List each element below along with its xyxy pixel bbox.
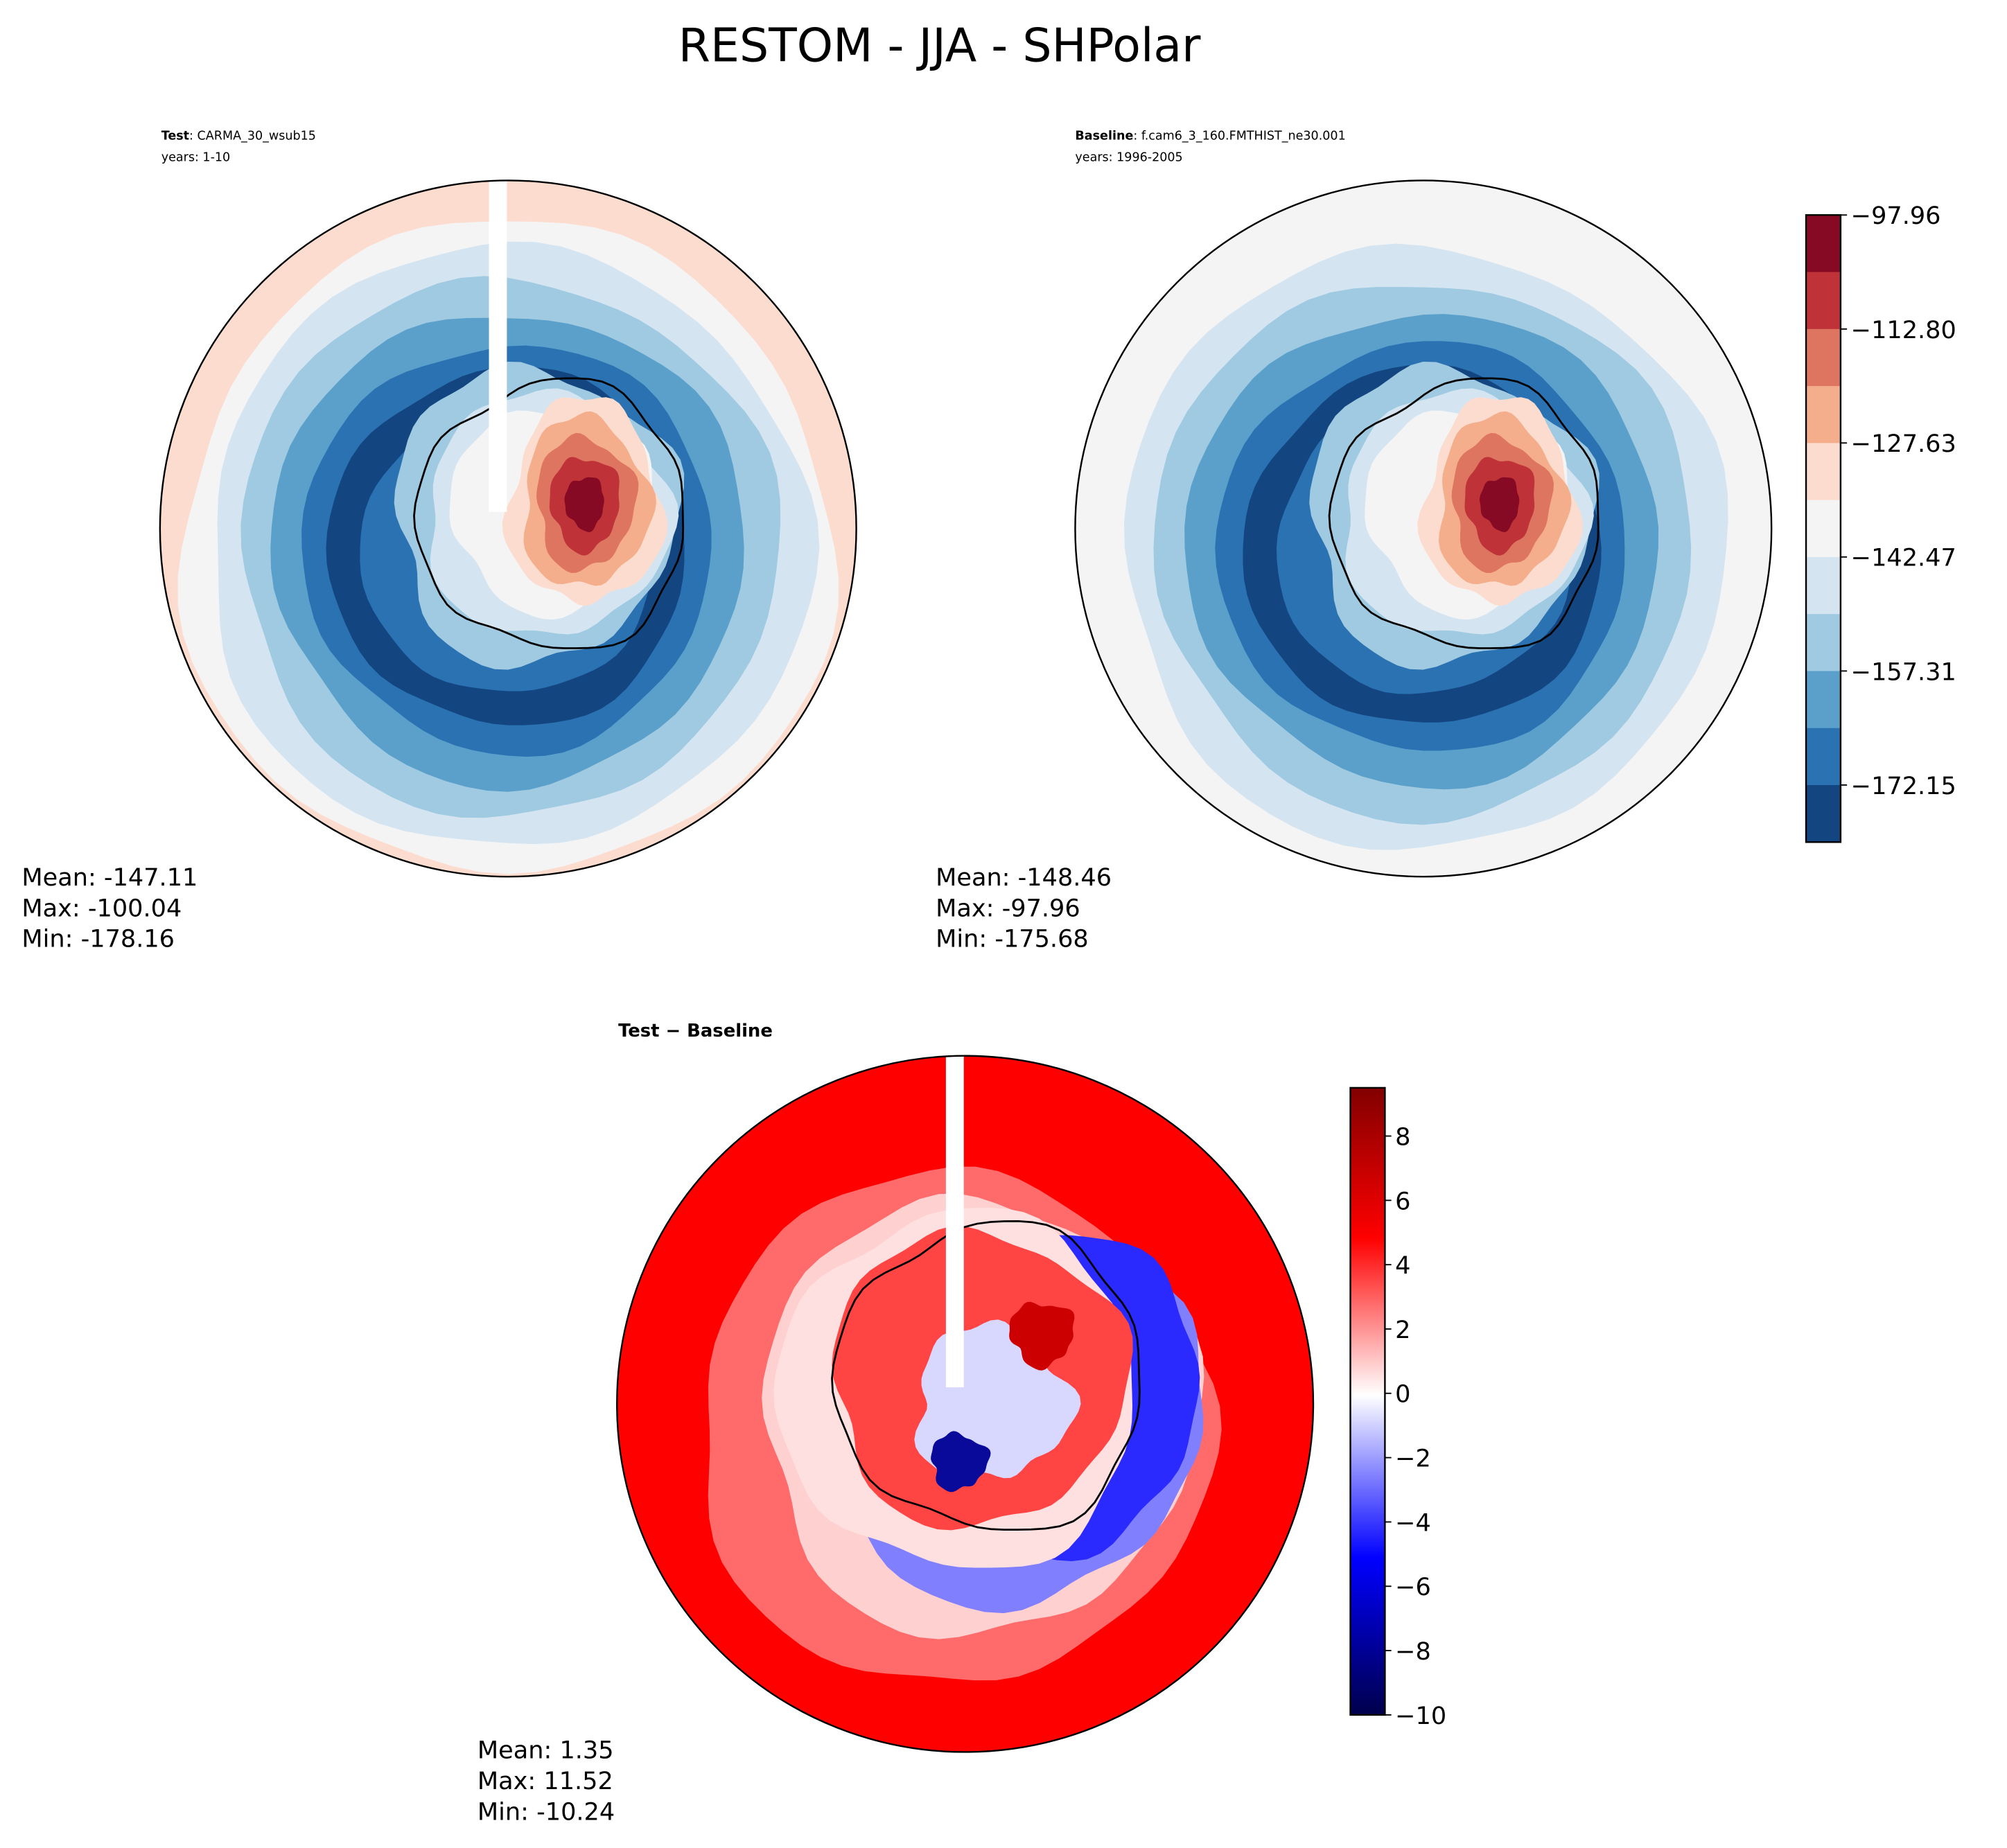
- colorbar-tick-label: −2: [1395, 1445, 1431, 1473]
- baseline-title: Baseline: f.cam6_3_160.FMTHIST_ne30.001: [1075, 129, 1345, 143]
- contour-band: [1009, 1301, 1075, 1371]
- test-max: Max: -100.04: [21, 894, 182, 922]
- colorbar-band: [1806, 671, 1841, 729]
- colorbar-band: [1806, 272, 1841, 330]
- colorbar-gradient: [1349, 1086, 1386, 1716]
- colorbar-band: [1806, 500, 1841, 558]
- test-title-case: : CARMA_30_wsub15: [189, 129, 316, 143]
- colorbar-tick-label: −127.63: [1851, 430, 1956, 458]
- map-boundary: [159, 179, 857, 878]
- coastline: [1328, 377, 1600, 649]
- colorbar-tick-label: −10: [1395, 1702, 1446, 1730]
- colorbar-band: [1806, 556, 1841, 615]
- colorbar-tick-label: −157.31: [1851, 658, 1956, 686]
- colorbar-band: [1806, 785, 1841, 843]
- contour-band: [931, 1431, 991, 1493]
- diff-max: Max: 11.52: [477, 1767, 613, 1795]
- baseline-map: [1075, 180, 1772, 877]
- coastline: [413, 377, 685, 649]
- baseline-mean: Mean: -148.46: [936, 863, 1112, 892]
- colorbar-band: [1806, 215, 1841, 273]
- baseline-min: Min: -175.68: [936, 925, 1089, 953]
- colorbar-tick-label: −4: [1395, 1508, 1431, 1537]
- colorbar-band: [1806, 728, 1841, 786]
- test-min: Min: -178.16: [21, 925, 175, 953]
- colorbar-tick-label: −97.96: [1851, 202, 1941, 230]
- main-colorbar: −97.96 −112.80 −127.63 −142.47 −157.31 −172.1…: [1805, 202, 1956, 843]
- colorbar-tick-label: 4: [1395, 1251, 1410, 1280]
- diff-mean: Mean: 1.35: [477, 1736, 614, 1765]
- colorbar-band: [1806, 386, 1841, 444]
- test-title: Test: CARMA_30_wsub15: [161, 129, 316, 143]
- contour-band: [1480, 477, 1520, 532]
- map-boundary: [1074, 179, 1773, 878]
- test-panel: Test: CARMA_30_wsub15 years: 1-10 Mean: …: [21, 129, 857, 953]
- colorbar-tick-label: −112.80: [1851, 316, 1956, 344]
- colorbar-tick-label: 8: [1395, 1123, 1410, 1151]
- diff-map: [617, 1055, 1313, 1752]
- colorbar-tick-label: −142.47: [1851, 544, 1956, 572]
- baseline-title-case: : f.cam6_3_160.FMTHIST_ne30.001: [1133, 129, 1345, 143]
- diff-title: Test − Baseline: [618, 1021, 773, 1041]
- colorbar-tick-label: 2: [1395, 1316, 1410, 1344]
- test-map: [159, 180, 857, 877]
- colorbar-tick-label: −6: [1395, 1573, 1431, 1601]
- diff-min: Min: -10.24: [477, 1797, 615, 1826]
- baseline-max: Max: -97.96: [936, 894, 1080, 922]
- colorbar-tick-label: −8: [1395, 1637, 1431, 1666]
- test-title-label: Test: [161, 129, 189, 143]
- colorbar-frame: [1805, 214, 1842, 843]
- figure-title: RESTOM - JJA - SHPolar: [678, 19, 1201, 73]
- baseline-title-label: Baseline: [1075, 129, 1133, 143]
- colorbar-tick-label: 0: [1395, 1380, 1410, 1409]
- diff-panel: Test − Baseline Mean: 1.35 Max: 11.52 Mi…: [477, 1021, 1315, 1826]
- colorbar-band: [1806, 328, 1841, 387]
- colorbar-tick-label: 6: [1395, 1187, 1410, 1215]
- missing-data-wedge: [945, 1055, 964, 1388]
- map-boundary: [616, 1055, 1315, 1753]
- missing-data-wedge: [489, 180, 507, 512]
- baseline-panel: Baseline: f.cam6_3_160.FMTHIST_ne30.001 …: [936, 129, 1773, 953]
- colorbar-band: [1806, 443, 1841, 501]
- colorbar-tick-label: −172.15: [1851, 772, 1956, 800]
- baseline-years: years: 1996-2005: [1075, 151, 1182, 165]
- contour-band: [564, 477, 604, 532]
- coastline: [831, 1220, 1141, 1531]
- test-years: years: 1-10: [161, 151, 231, 165]
- diff-colorbar: 8 6 4 2 0 −2 −4 −6 −8 −10: [1349, 1086, 1446, 1730]
- test-mean: Mean: -147.11: [21, 863, 198, 892]
- colorbar-band: [1806, 614, 1841, 672]
